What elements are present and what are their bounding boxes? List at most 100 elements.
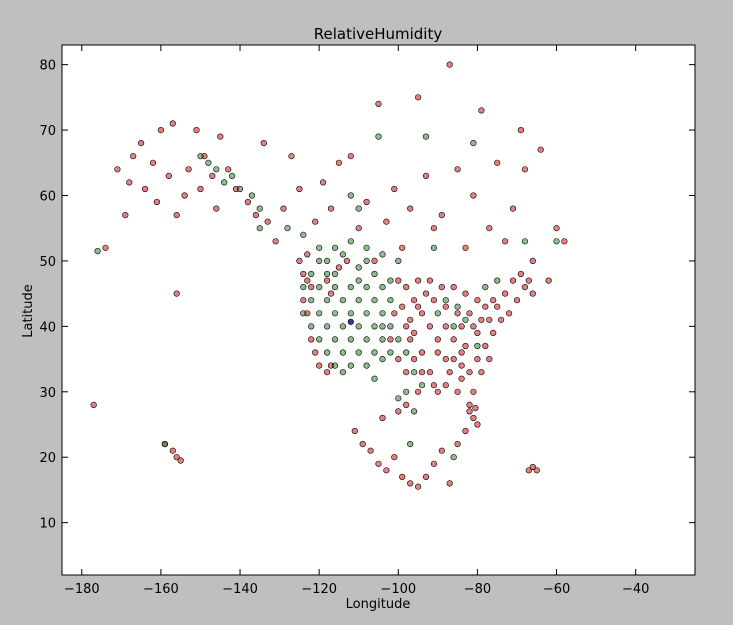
data-point-green bbox=[229, 172, 236, 179]
data-point-green bbox=[248, 192, 255, 199]
data-point-red bbox=[379, 414, 386, 422]
data-point-green bbox=[300, 231, 307, 238]
data-point-red bbox=[458, 349, 465, 356]
y-tick-label: 70 bbox=[39, 124, 56, 139]
data-point-red bbox=[517, 270, 525, 278]
data-point-green bbox=[331, 270, 339, 278]
data-point-green bbox=[347, 310, 354, 317]
data-point-green bbox=[339, 251, 347, 258]
x-axis-label: Longitude bbox=[346, 597, 411, 612]
data-point-green bbox=[347, 238, 354, 245]
data-point-green bbox=[221, 179, 228, 186]
data-point-red bbox=[383, 467, 390, 474]
data-point-red bbox=[260, 140, 267, 147]
data-point-green bbox=[331, 244, 339, 251]
data-point-red bbox=[399, 244, 406, 251]
data-point-green bbox=[474, 342, 481, 350]
data-point-green bbox=[94, 248, 101, 255]
data-point-red bbox=[513, 297, 521, 304]
data-point-red bbox=[383, 218, 390, 225]
data-point-green bbox=[316, 336, 323, 343]
data-point-red bbox=[430, 460, 438, 467]
data-point-red bbox=[324, 369, 331, 376]
data-point-red bbox=[537, 146, 544, 153]
data-point-green bbox=[331, 310, 339, 317]
data-point-green bbox=[418, 382, 426, 389]
data-point-red bbox=[304, 277, 311, 284]
data-point-red bbox=[300, 297, 307, 304]
data-point-green bbox=[371, 297, 378, 304]
data-point-red bbox=[327, 290, 335, 297]
data-point-red bbox=[415, 483, 422, 490]
data-point-red bbox=[509, 205, 517, 212]
y-tick-label: 10 bbox=[39, 517, 56, 532]
data-point-green bbox=[387, 297, 394, 304]
data-point-red bbox=[426, 277, 434, 284]
data-point-green bbox=[482, 284, 489, 291]
data-point-red bbox=[418, 369, 426, 376]
data-point-red bbox=[470, 323, 477, 330]
data-point-green bbox=[379, 251, 386, 258]
data-point-green bbox=[379, 310, 386, 317]
data-point-red bbox=[415, 277, 422, 284]
data-point-green bbox=[442, 297, 449, 304]
data-point-red bbox=[462, 290, 469, 297]
data-point-red bbox=[498, 316, 505, 323]
data-point-green bbox=[355, 264, 362, 271]
data-point-green bbox=[387, 349, 394, 356]
data-point-red bbox=[478, 369, 485, 376]
data-point-red bbox=[407, 480, 414, 487]
data-point-red bbox=[521, 166, 529, 173]
data-points bbox=[90, 61, 568, 490]
data-point-green bbox=[411, 369, 418, 376]
data-point-red bbox=[529, 463, 536, 471]
data-point-green bbox=[462, 316, 469, 323]
data-point-red bbox=[403, 369, 410, 376]
data-point-red bbox=[438, 447, 445, 454]
data-point-red bbox=[506, 310, 513, 317]
data-point-red bbox=[422, 290, 430, 297]
y-tick-label: 80 bbox=[39, 59, 56, 74]
data-point-red bbox=[391, 454, 398, 461]
data-point-red bbox=[407, 336, 414, 343]
data-point-red bbox=[415, 303, 422, 310]
data-point-green bbox=[347, 336, 354, 343]
data-point-red bbox=[533, 467, 540, 474]
data-point-red bbox=[521, 284, 529, 291]
data-point-red bbox=[217, 133, 224, 140]
data-point-red bbox=[371, 257, 378, 265]
data-point-red bbox=[458, 362, 465, 369]
data-point-green bbox=[324, 257, 331, 265]
data-point-red bbox=[411, 329, 418, 337]
data-point-green bbox=[422, 133, 430, 140]
data-point-red bbox=[434, 336, 441, 343]
data-point-red bbox=[474, 297, 481, 304]
data-point-red bbox=[288, 153, 295, 160]
data-point-red bbox=[482, 303, 489, 310]
data-point-red bbox=[418, 310, 426, 317]
data-point-red bbox=[438, 284, 445, 291]
data-point-red bbox=[122, 212, 129, 219]
data-point-green bbox=[379, 284, 386, 291]
data-point-green bbox=[430, 244, 438, 251]
data-point-green bbox=[197, 153, 204, 160]
data-point-red bbox=[525, 467, 532, 474]
data-point-green bbox=[161, 441, 168, 448]
x-tick-label: −140 bbox=[222, 582, 258, 597]
data-point-green bbox=[355, 323, 362, 330]
data-point-red bbox=[418, 349, 426, 356]
data-point-green bbox=[387, 277, 394, 284]
data-point-red bbox=[450, 336, 457, 343]
data-point-red bbox=[446, 61, 453, 68]
data-point-green bbox=[363, 244, 370, 251]
data-point-red bbox=[466, 401, 473, 409]
data-point-green bbox=[407, 441, 414, 448]
data-point-red bbox=[316, 362, 323, 369]
data-point-red bbox=[545, 277, 552, 284]
data-point-green bbox=[521, 238, 529, 245]
y-axis-label: Latitude bbox=[21, 284, 36, 338]
data-point-green bbox=[256, 205, 263, 212]
y-tick-label: 40 bbox=[39, 320, 56, 335]
data-point-green bbox=[395, 336, 402, 343]
data-point-green bbox=[363, 257, 370, 265]
